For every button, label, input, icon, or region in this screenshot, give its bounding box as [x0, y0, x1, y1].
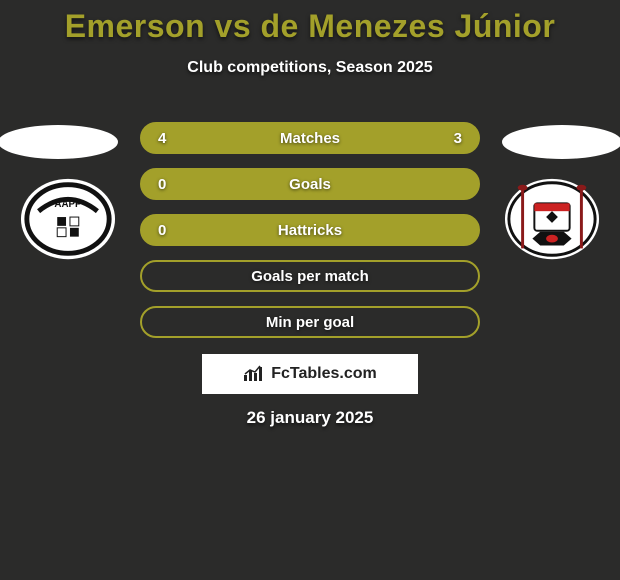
- subtitle: Club competitions, Season 2025: [0, 59, 620, 77]
- club-crest-right: [503, 177, 601, 262]
- stat-label: Hattricks: [142, 222, 478, 239]
- date-text: 26 january 2025: [0, 408, 620, 428]
- stat-row: 4 Matches 3: [140, 122, 480, 154]
- page-title: Emerson vs de Menezes Júnior: [0, 0, 620, 45]
- watermark-text: FcTables.com: [271, 365, 377, 383]
- player-ellipse-left: [0, 125, 118, 159]
- stat-row: Min per goal: [140, 306, 480, 338]
- stat-label: Goals per match: [142, 268, 478, 285]
- stat-row: Goals per match: [140, 260, 480, 292]
- crest-left-text: AAPP: [54, 199, 82, 210]
- player-ellipse-right: [502, 125, 620, 159]
- stat-label: Min per goal: [142, 314, 478, 331]
- stat-label: Matches: [142, 130, 478, 147]
- chart-icon: [243, 365, 265, 383]
- stat-row: 0 Goals: [140, 168, 480, 200]
- stat-rows: 4 Matches 3 0 Goals 0 Hattricks Goals pe…: [140, 122, 480, 352]
- watermark: FcTables.com: [202, 354, 418, 394]
- stat-row: 0 Hattricks: [140, 214, 480, 246]
- stat-label: Goals: [142, 176, 478, 193]
- club-crest-left: AAPP: [19, 177, 117, 262]
